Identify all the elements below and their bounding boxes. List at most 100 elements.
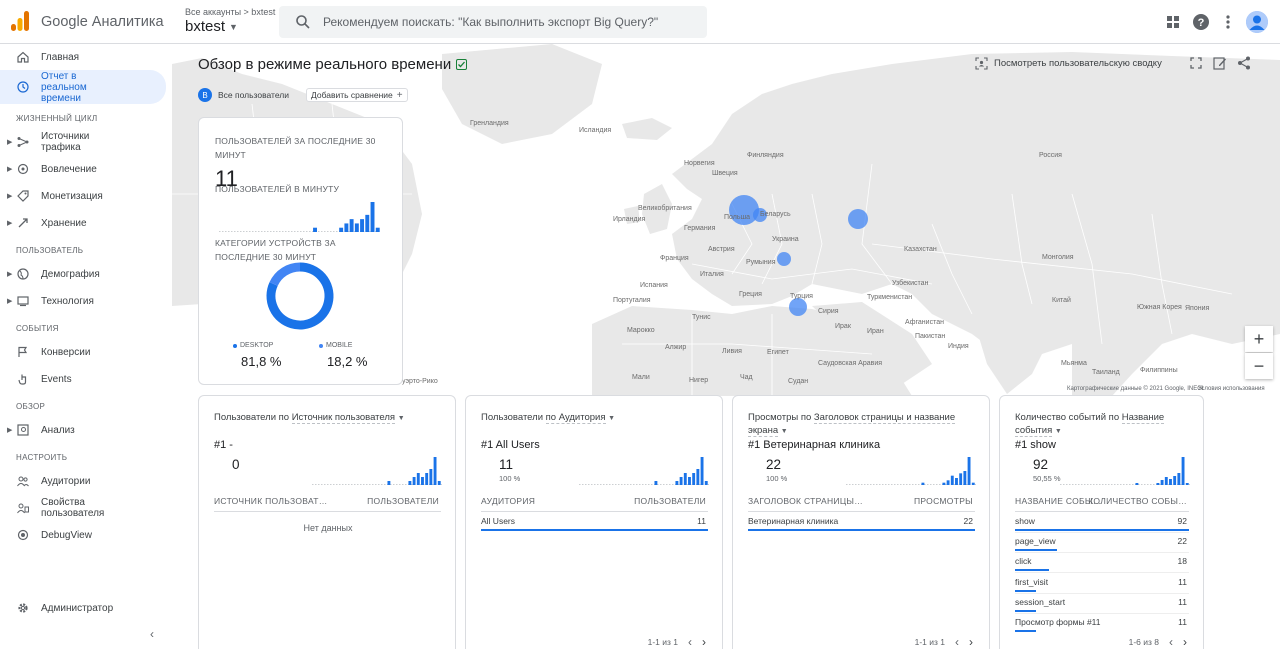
- map-label: Франция: [660, 255, 689, 262]
- card-title[interactable]: Количество событий по Название события ▼: [1015, 411, 1190, 438]
- card-title[interactable]: Пользователи по Аудитория ▼: [481, 411, 709, 425]
- card-dimension-selector[interactable]: по Аудитория: [545, 412, 606, 424]
- sidebar-item-audiences[interactable]: Аудитории: [0, 474, 166, 488]
- card-title-prefix: Просмотры по: [748, 412, 812, 423]
- table-row-label[interactable]: Просмотр формы #11: [1015, 617, 1101, 627]
- sidebar-item-label: Технология: [41, 295, 94, 307]
- card-col-dimension[interactable]: Название собы…: [1015, 496, 1102, 506]
- more-vert-icon[interactable]: [1219, 13, 1237, 31]
- sparkline-bar: [429, 469, 433, 485]
- segment-chip[interactable]: B Все пользователи: [198, 88, 289, 102]
- sidebar-item-monetization[interactable]: ▶ Монетизация: [0, 189, 166, 203]
- plus-icon: +: [396, 89, 403, 101]
- table-row-value: 22: [963, 516, 973, 526]
- search-bar[interactable]: [279, 6, 707, 38]
- table-row-label[interactable]: page_view: [1015, 536, 1056, 547]
- legend-mobile: MOBILE: [319, 342, 352, 349]
- sparkline-bar: [416, 473, 420, 485]
- add-comparison-button[interactable]: Добавить сравнение +: [306, 88, 408, 102]
- sidebar-item-analysis[interactable]: ▶ Анализ: [0, 423, 166, 437]
- verified-check-icon[interactable]: [456, 59, 468, 70]
- table-row-label[interactable]: session_start: [1015, 596, 1066, 607]
- card-sparkline-chart[interactable]: [579, 455, 709, 485]
- map-terms-link[interactable]: Условия использования: [1198, 386, 1265, 392]
- table-row-label[interactable]: All Users: [481, 516, 516, 526]
- chevron-left-icon[interactable]: ‹: [955, 635, 959, 649]
- legend-mobile-value: 18,2 %: [327, 354, 368, 369]
- card-sparkline-chart[interactable]: [1060, 455, 1190, 485]
- sidebar-item-label: Демография: [41, 268, 100, 280]
- map-bubble-russia: [848, 209, 868, 229]
- legend-desktop: DESKTOP: [233, 342, 273, 349]
- zoom-out-button[interactable]: −: [1245, 353, 1273, 379]
- card-col-metric[interactable]: Пользователи: [634, 496, 706, 506]
- sidebar-item-technology[interactable]: ▶ Технология: [0, 294, 166, 308]
- chevron-right-icon[interactable]: ›: [702, 635, 706, 649]
- chevron-left-icon[interactable]: ‹: [1169, 635, 1173, 649]
- table-row-label[interactable]: Ветеринарная клиника: [748, 516, 839, 526]
- sidebar-item-engagement[interactable]: ▶ Вовлечение: [0, 162, 166, 176]
- card-title[interactable]: Просмотры по Заголовок страницы и назван…: [748, 411, 976, 438]
- user-snapshot-button[interactable]: Посмотреть пользовательскую сводку: [975, 53, 1162, 73]
- search-input[interactable]: [323, 15, 703, 29]
- sidebar-item-label: Events: [41, 373, 72, 385]
- device-donut-chart[interactable]: [265, 261, 335, 331]
- account-breadcrumb[interactable]: Все аккаунты > bxtest: [185, 7, 276, 17]
- share-icon[interactable]: [1237, 56, 1251, 70]
- card-col-dimension[interactable]: Аудитория: [481, 496, 536, 506]
- sparkline-bar: [963, 471, 967, 485]
- property-selector[interactable]: bxtest ▼: [185, 18, 238, 35]
- sparkline-bar: [946, 480, 950, 485]
- home-icon: [17, 51, 29, 63]
- chevron-right-icon[interactable]: ›: [969, 635, 973, 649]
- card-col-metric[interactable]: Просмотры: [913, 496, 973, 506]
- card-col-metric[interactable]: Пользователи: [367, 496, 439, 506]
- sparkline-bar: [1173, 476, 1177, 485]
- zoom-in-button[interactable]: +: [1245, 326, 1273, 352]
- card-col-dimension[interactable]: Источник пользоват…: [214, 496, 328, 506]
- card-title[interactable]: Пользователи по Источник пользователя ▼: [214, 411, 442, 425]
- avatar[interactable]: [1246, 11, 1268, 33]
- sidebar-item-acquisition[interactable]: ▶ Источники трафика: [0, 131, 166, 153]
- chevron-right-icon[interactable]: ›: [1183, 635, 1187, 649]
- sparkline-bar: [349, 219, 354, 232]
- table-row-label[interactable]: show: [1015, 516, 1035, 526]
- sparkline-bar: [967, 457, 971, 485]
- sidebar-item-demographics[interactable]: ▶ Демография: [0, 267, 166, 281]
- sidebar-item-events[interactable]: Events: [0, 372, 166, 386]
- collapse-sidebar-icon[interactable]: ‹: [150, 627, 154, 641]
- sparkline-bar: [700, 457, 704, 485]
- sidebar-item-conversions[interactable]: Конверсии: [0, 345, 166, 359]
- explore-icon: [17, 424, 29, 436]
- table-row-label[interactable]: first_visit: [1015, 576, 1049, 587]
- app-title[interactable]: Google Аналитика: [41, 14, 164, 30]
- sidebar-item-admin[interactable]: Администратор: [0, 601, 166, 615]
- edit-report-icon[interactable]: [1213, 56, 1227, 70]
- chevron-left-icon[interactable]: ‹: [688, 635, 692, 649]
- realtime-overview-card: Пользователей за последние 30 минут 11 П…: [198, 117, 403, 385]
- map-label: Гренландия: [470, 120, 509, 127]
- user-snapshot-icon: [975, 56, 988, 70]
- segment-badge: B: [198, 88, 212, 102]
- card-dimension-selector[interactable]: Источник пользователя: [291, 412, 396, 424]
- card-col-dimension[interactable]: Заголовок страницы…: [748, 496, 864, 506]
- sidebar-item-realtime[interactable]: Отчет в реальном времени: [0, 70, 166, 104]
- sidebar-item-debugview[interactable]: DebugView: [0, 528, 166, 542]
- users-per-minute-chart[interactable]: [219, 200, 381, 232]
- sidebar-item-retention[interactable]: ▶ Хранение: [0, 216, 166, 230]
- card-col-metric[interactable]: Количество собы…: [1088, 496, 1187, 506]
- card-sparkline-chart[interactable]: [312, 455, 442, 485]
- pagination-label: 1-1 из 1: [914, 637, 945, 647]
- table-row-bar: [748, 529, 975, 531]
- sidebar-item-home[interactable]: Главная: [0, 50, 166, 64]
- table-row-label[interactable]: click: [1015, 556, 1032, 567]
- apps-grid-icon[interactable]: [1164, 13, 1182, 31]
- fullscreen-icon[interactable]: [1190, 57, 1202, 69]
- card-dimension-selector[interactable]: Название события: [1015, 412, 1165, 437]
- card-dimension-selector[interactable]: Заголовок страницы и название экрана: [748, 412, 956, 437]
- help-icon[interactable]: ?: [1192, 13, 1210, 31]
- analytics-logo-icon[interactable]: [11, 11, 29, 31]
- card-sparkline-chart[interactable]: [846, 455, 976, 485]
- table-row-bar: [1015, 529, 1189, 531]
- sidebar-item-user-properties[interactable]: Свойства пользователя: [0, 497, 166, 519]
